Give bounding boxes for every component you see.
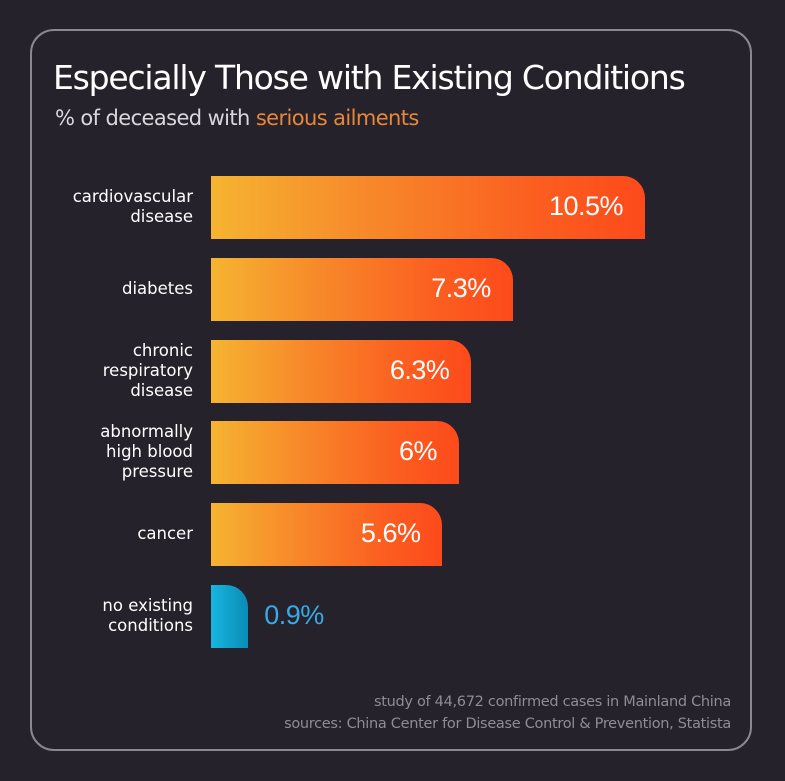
category-label: chronic respiratory disease: [102, 341, 193, 400]
chart-title: Especially Those with Existing Condition…: [53, 58, 686, 97]
bar-baseline: [211, 585, 249, 648]
footer-sources: sources: China Center for Disease Contro…: [284, 716, 731, 732]
bar: [211, 340, 472, 403]
value-label: 6%: [398, 436, 438, 466]
value-label: 0.9%: [264, 600, 324, 630]
bar: [211, 258, 513, 321]
value-label: 10.5%: [548, 191, 624, 221]
bar: [211, 421, 459, 484]
category-label: cancer: [137, 524, 193, 543]
footer-note: study of 44,672 confirmed cases in Mainl…: [373, 694, 731, 710]
subtitle-accent: serious ailments: [255, 106, 420, 130]
subtitle-prefix: % of deceased with: [55, 106, 256, 130]
category-label: diabetes: [121, 279, 193, 298]
chart-subtitle: % of deceased with serious ailments: [55, 106, 419, 130]
category-label: no existing conditions: [102, 596, 193, 635]
chart-card: [30, 29, 752, 751]
category-label: abnormally high blood pressure: [100, 422, 193, 481]
value-label: 6.3%: [389, 355, 450, 385]
value-label: 5.6%: [360, 518, 421, 548]
value-label: 7.3%: [431, 273, 491, 303]
bar: [211, 176, 645, 239]
bar: [211, 503, 443, 566]
category-label: cardiovascular disease: [72, 187, 193, 226]
